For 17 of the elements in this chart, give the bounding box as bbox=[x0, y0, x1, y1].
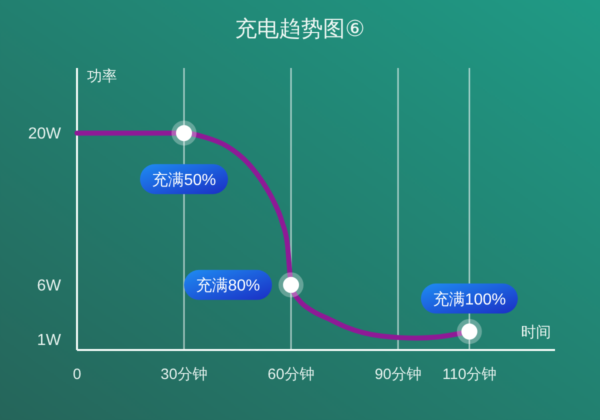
x-tick-label: 30分钟 bbox=[160, 366, 208, 383]
point bbox=[278, 272, 304, 298]
annotation: 充满80% bbox=[196, 276, 260, 295]
x-tick-label: 60分钟 bbox=[268, 366, 314, 383]
x-tick-label: 90分钟 bbox=[374, 366, 422, 383]
y-tick-label: 6W bbox=[37, 278, 62, 295]
annotation: 充满50% bbox=[152, 170, 216, 189]
point bbox=[456, 319, 482, 344]
x-tick-label: 0 bbox=[72, 366, 82, 383]
annotation: 充满100% bbox=[432, 290, 506, 308]
point bbox=[172, 120, 197, 146]
y-tick-label: 1W bbox=[37, 332, 62, 349]
x-tick-label: 110分钟 bbox=[442, 366, 496, 383]
y-axis-title: 功率 bbox=[87, 68, 117, 85]
y-tick-label: 20W bbox=[28, 126, 62, 143]
x-axis-title: 时间 bbox=[521, 324, 551, 341]
chart-title: 充电趋势图⑥ bbox=[235, 16, 365, 41]
